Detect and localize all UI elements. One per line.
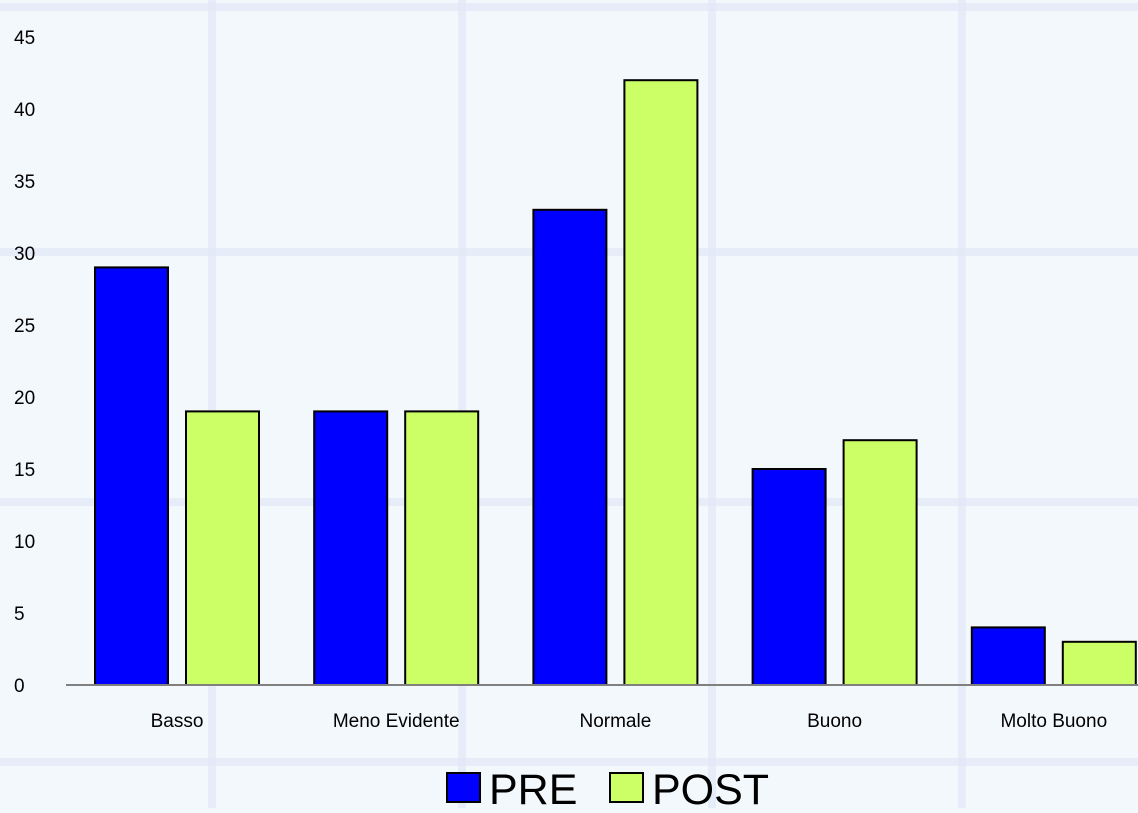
x-category-label: Normale [579,711,651,732]
bg-gridline-vertical [208,0,216,808]
y-tick-label: 0 [14,676,25,697]
bg-gridline-horizontal [0,3,1138,11]
bar-pre-basso [94,266,169,686]
x-category-label: Basso [151,711,204,732]
y-tick-label: 15 [14,460,35,481]
bg-gridline-vertical [958,0,966,808]
legend-label-post: POST [652,766,769,808]
legend: PRE POST [446,766,769,813]
x-category-label: Meno Evidente [333,711,460,732]
bar-pre-buono [751,468,827,686]
bg-gridline-vertical [458,0,466,808]
bar-post-meno-evidente [404,410,480,686]
x-category-label: Buono [807,711,862,732]
legend-swatch-post [609,772,644,803]
y-tick-label: 25 [14,316,35,337]
bar-series [94,79,1137,687]
y-tick-label: 20 [14,388,35,409]
y-tick-label: 35 [14,172,35,193]
y-tick-label: 40 [14,100,35,121]
y-tick-label: 30 [14,244,35,265]
bar-pre-molto-buono [970,626,1046,687]
bg-gridline-vertical [708,0,716,808]
bar-post-molto-buono [1061,640,1137,686]
y-tick-label: 5 [14,604,25,625]
y-tick-label: 45 [14,28,35,49]
y-tick-label: 10 [14,532,35,553]
legend-swatch-pre [446,772,481,803]
x-axis-labels: Basso Meno Evidente Normale Buono Molto Buon… [151,711,1108,732]
bg-gridline-horizontal [0,758,1138,766]
y-axis-ticks: 0 5 10 15 20 25 30 35 40 45 [14,28,35,697]
x-category-label: Molto Buono [1000,711,1107,732]
legend-label-pre: PRE [489,766,577,808]
bar-pre-meno-evidente [313,410,389,686]
bar-pre-normale [532,208,608,687]
bar-post-buono [842,439,918,687]
bar-post-basso [185,410,260,686]
bar-post-normale [623,79,699,686]
